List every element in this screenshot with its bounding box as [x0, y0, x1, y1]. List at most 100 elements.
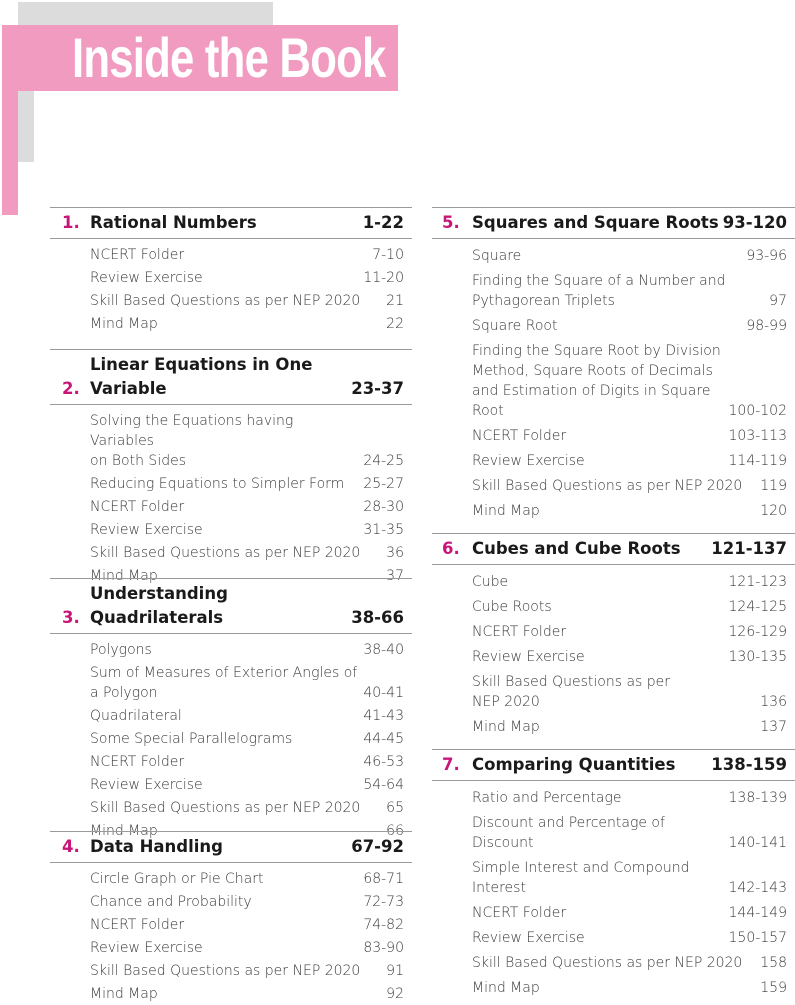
toc-item[interactable]: Square 93-96 — [432, 243, 795, 268]
title-banner — [2, 25, 398, 91]
toc-item-title: Solving the Equations having Variables o… — [90, 412, 294, 469]
toc-item-title: Skill Based Questions as per NEP 2020 — [90, 292, 361, 309]
toc-item[interactable]: Some Special Parallelograms 44-45 — [50, 727, 412, 750]
toc-item-pages: 138-139 — [728, 789, 788, 806]
chapter-pages: 67-92 — [351, 837, 404, 856]
toc-item-pages: 100-102 — [728, 402, 788, 419]
toc-item[interactable]: Sum of Measures of Exterior Angles of a … — [50, 661, 412, 704]
toc-item-pages: 124-125 — [728, 598, 788, 615]
chapter-number: 5. — [442, 213, 460, 232]
chapter-title: Squares and Square Roots — [472, 213, 719, 232]
toc-item[interactable]: Review Exercise 130-135 — [432, 644, 795, 669]
toc-item[interactable]: Skill Based Questions as per NEP 2020 11… — [432, 473, 795, 498]
toc-item[interactable]: Mind Map 159 — [432, 975, 795, 1000]
toc-item-pages: 114-119 — [728, 452, 788, 469]
toc-item[interactable]: Mind Map 66 — [50, 819, 412, 842]
chapter-heading[interactable]: 7. Comparing Quantities 138-159 — [432, 749, 795, 781]
toc-item[interactable]: Cube 121-123 — [432, 569, 795, 594]
chapter-heading[interactable]: 4. Data Handling 67-92 — [50, 831, 412, 863]
toc-item[interactable]: Mind Map 137 — [432, 714, 795, 739]
toc-item[interactable]: Skill Based Questions as per NEP 2020 15… — [432, 950, 795, 975]
toc-item[interactable]: Skill Based Questions as per NEP 2020 21 — [50, 289, 412, 312]
toc-item[interactable]: Ratio and Percentage 138-139 — [432, 785, 795, 810]
toc-item-title: Sum of Measures of Exterior Angles of a … — [90, 664, 358, 701]
toc-item-pages: 150-157 — [728, 929, 788, 946]
toc-item[interactable]: Polygons 38-40 — [50, 638, 412, 661]
toc-item-pages: 28-30 — [363, 498, 404, 515]
toc-item[interactable]: NCERT Folder 144-149 — [432, 900, 795, 925]
toc-item[interactable]: Skill Based Questions as per NEP 2020 13… — [432, 669, 795, 714]
toc-item-title: Review Exercise — [90, 521, 203, 538]
chapter-title: Data Handling — [90, 837, 223, 856]
chapter-heading[interactable]: 3. Understanding Quadrilaterals 38-66 — [50, 578, 412, 634]
toc-item-pages: 121-123 — [728, 573, 788, 590]
toc-item-pages: 126-129 — [728, 623, 788, 640]
toc-item-pages: 38-40 — [363, 641, 404, 658]
toc-item-title: Discount and Percentage of Discount — [472, 814, 665, 851]
toc-item-title: Skill Based Questions as per NEP 2020 — [90, 544, 361, 561]
toc-item[interactable]: Review Exercise 54-64 — [50, 773, 412, 796]
toc-item[interactable]: Mind Map 22 — [50, 312, 412, 335]
toc-item-title: Square Root — [472, 317, 558, 334]
toc-item[interactable]: NCERT Folder 7-10 — [50, 243, 412, 266]
toc-item[interactable]: Review Exercise 31-35 — [50, 518, 412, 541]
toc-item[interactable]: NCERT Folder 126-129 — [432, 619, 795, 644]
toc-item[interactable]: Skill Based Questions as per NEP 2020 91 — [50, 959, 412, 982]
toc-item-pages: 40-41 — [363, 684, 404, 701]
toc-item-pages: 93-96 — [746, 247, 787, 264]
toc-item[interactable]: Finding the Square Root by Division Meth… — [432, 338, 795, 423]
toc-item[interactable]: Square Root 98-99 — [432, 313, 795, 338]
toc-item[interactable]: Reducing Equations to Simpler Form 25-27 — [50, 472, 412, 495]
toc-item-title: Some Special Parallelograms — [90, 730, 293, 747]
toc-item[interactable]: Finding the Square of a Number and Pytha… — [432, 268, 795, 313]
chapter-heading[interactable]: 2. Linear Equations in One Variable 23-3… — [50, 349, 412, 405]
toc-item-pages: 24-25 — [363, 452, 404, 469]
chapter-2: 2. Linear Equations in One Variable 23-3… — [50, 349, 412, 587]
toc-item[interactable]: Mind Map 120 — [432, 498, 795, 523]
toc-item[interactable]: Skill Based Questions as per NEP 2020 36 — [50, 541, 412, 564]
toc-item-pages: 83-90 — [363, 939, 404, 956]
toc-item-pages: 140-141 — [728, 834, 788, 851]
toc-item[interactable]: Review Exercise 114-119 — [432, 448, 795, 473]
toc-item-title: Review Exercise — [90, 776, 203, 793]
toc-item[interactable]: NCERT Folder 46-53 — [50, 750, 412, 773]
toc-item-title: Mind Map — [90, 985, 158, 1002]
toc-item[interactable]: Review Exercise 11-20 — [50, 266, 412, 289]
chapter-number: 6. — [442, 539, 460, 558]
toc-item[interactable]: Discount and Percentage of Discount 140-… — [432, 810, 795, 855]
toc-item[interactable]: Mind Map 37 — [50, 564, 412, 587]
toc-item[interactable]: Skill Based Questions as per NEP 2020 65 — [50, 796, 412, 819]
chapter-pages: 93-120 — [722, 213, 787, 232]
toc-item[interactable]: Simple Interest and Compound Interest 14… — [432, 855, 795, 900]
chapter-5: 5. Squares and Square Roots 93-120 Squar… — [432, 207, 795, 523]
chapter-heading[interactable]: 5. Squares and Square Roots 93-120 — [432, 207, 795, 239]
decor-gray-side — [18, 90, 34, 162]
toc-item[interactable]: Cube Roots 124-125 — [432, 594, 795, 619]
chapter-heading[interactable]: 6. Cubes and Cube Roots 121-137 — [432, 533, 795, 565]
toc-item[interactable]: NCERT Folder 103-113 — [432, 423, 795, 448]
toc-item[interactable]: Review Exercise 150-157 — [432, 925, 795, 950]
chapter-number: 2. — [62, 379, 80, 398]
toc-item[interactable]: Mind Map 92 — [50, 982, 412, 1005]
toc-item[interactable]: Circle Graph or Pie Chart 68-71 — [50, 867, 412, 890]
toc-item[interactable]: Quadrilateral 41-43 — [50, 704, 412, 727]
toc-item-title: Simple Interest and Compound Interest — [472, 859, 690, 896]
toc-item[interactable]: NCERT Folder 74-82 — [50, 913, 412, 936]
chapter-4: 4. Data Handling 67-92 Circle Graph or P… — [50, 831, 412, 1005]
toc-item-title: NCERT Folder — [90, 498, 185, 515]
toc-item-pages: 31-35 — [363, 521, 404, 538]
toc-item[interactable]: Solving the Equations having Variables o… — [50, 409, 412, 472]
toc-item[interactable]: NCERT Folder 28-30 — [50, 495, 412, 518]
toc-item-pages: 65 — [386, 799, 404, 816]
toc-item-pages: 142-143 — [728, 879, 788, 896]
toc-item-title: Mind Map — [90, 567, 158, 584]
toc-item-title: Mind Map — [90, 315, 158, 332]
toc-item-pages: 74-82 — [363, 916, 404, 933]
toc-item[interactable]: Chance and Probability 72-73 — [50, 890, 412, 913]
toc-item-title: Review Exercise — [472, 452, 585, 469]
chapter-number: 4. — [62, 837, 80, 856]
toc-item-title: Skill Based Questions as per NEP 2020 — [90, 962, 361, 979]
chapter-heading[interactable]: 1. Rational Numbers 1-22 — [50, 207, 412, 239]
toc-item[interactable]: Review Exercise 83-90 — [50, 936, 412, 959]
chapter-1: 1. Rational Numbers 1-22 NCERT Folder 7-… — [50, 207, 412, 335]
